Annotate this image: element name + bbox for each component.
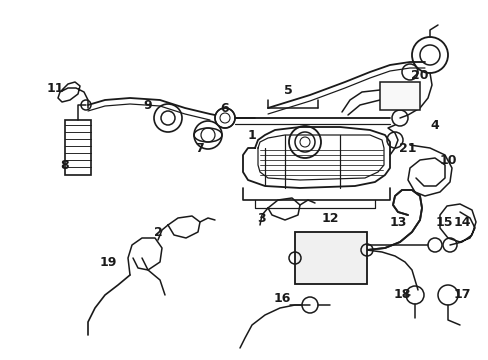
Text: 3: 3: [257, 212, 266, 225]
Bar: [379, 82, 419, 110]
Text: 4: 4: [430, 118, 439, 131]
Text: 18: 18: [392, 288, 410, 302]
Text: 2: 2: [153, 225, 162, 239]
Text: 15: 15: [434, 216, 452, 229]
Text: 17: 17: [452, 288, 470, 302]
Text: 6: 6: [220, 102, 229, 114]
Text: 14: 14: [452, 216, 470, 229]
Text: 12: 12: [321, 212, 338, 225]
Circle shape: [215, 108, 235, 128]
Text: 7: 7: [195, 141, 204, 154]
Text: 10: 10: [438, 153, 456, 166]
Text: 8: 8: [61, 158, 69, 171]
Text: 21: 21: [398, 141, 416, 154]
Text: 20: 20: [410, 68, 428, 81]
Text: 5: 5: [283, 84, 292, 96]
Text: 11: 11: [46, 81, 63, 95]
Text: 16: 16: [273, 292, 290, 305]
Text: 13: 13: [388, 216, 406, 229]
Bar: [65, 120, 91, 175]
Text: 9: 9: [143, 99, 152, 112]
Text: 1: 1: [247, 129, 256, 141]
Bar: [294, 232, 366, 284]
Text: 19: 19: [99, 256, 117, 269]
